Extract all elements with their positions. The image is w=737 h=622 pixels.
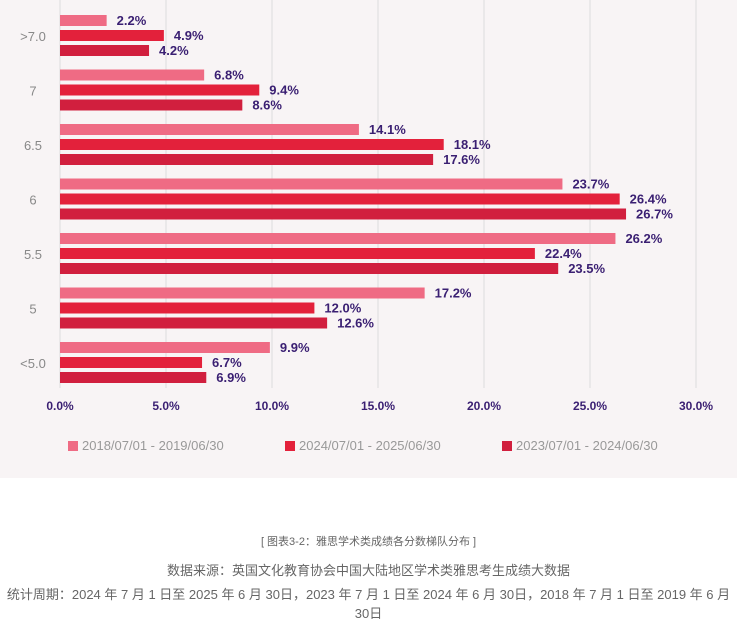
legend-swatch (68, 440, 78, 451)
bar-data-label: 26.2% (625, 231, 662, 246)
y-category-label: <5.0 (20, 356, 46, 371)
bar-data-label: 23.5% (568, 261, 605, 276)
bar-data-label: 6.7% (212, 355, 242, 370)
bar (60, 139, 444, 150)
bar-data-label: 12.0% (324, 301, 361, 316)
bar-data-label: 23.7% (572, 177, 609, 192)
legend-item: 2023/07/01 - 2024/06/30 (502, 438, 658, 453)
bar (60, 302, 315, 314)
bar-data-label: 8.6% (252, 98, 282, 113)
bar-data-label: 17.2% (435, 286, 472, 301)
legend-swatch (502, 440, 512, 451)
bar-data-label: 26.4% (630, 192, 667, 207)
y-category-label: 6.5 (24, 138, 42, 153)
bar (60, 154, 434, 165)
bar (60, 342, 270, 353)
bar (60, 372, 207, 383)
bar (60, 99, 243, 111)
chart-caption: [ 图表3-2：雅思学术类成绩各分数梯队分布 ] (260, 536, 477, 548)
bar (60, 263, 559, 274)
x-tick-label: 15.0% (361, 399, 395, 413)
bar (60, 357, 203, 368)
bar-data-label: 17.6% (443, 152, 480, 167)
bar (60, 69, 205, 81)
bar (60, 233, 616, 244)
bar (60, 15, 107, 26)
y-category-label: 5.5 (24, 247, 42, 262)
bar-data-label: 4.9% (174, 28, 204, 43)
bar (60, 287, 425, 299)
data-source: 数据来源：英国文化教育协会中国大陆地区学术类雅思考生成绩大数据 (166, 563, 570, 578)
bar-data-label: 14.1% (369, 122, 406, 137)
bar (60, 178, 563, 190)
x-tick-label: 0.0% (46, 399, 74, 413)
bar-data-label: 26.7% (636, 207, 673, 222)
x-tick-label: 30.0% (679, 399, 713, 413)
x-tick-label: 10.0% (255, 399, 289, 413)
bar-data-label: 12.6% (337, 316, 374, 331)
bar (60, 208, 627, 220)
bar-data-label: 2.2% (117, 13, 147, 28)
legend-item: 2024/07/01 - 2025/06/30 (285, 438, 441, 453)
bar (60, 124, 359, 135)
legend-item: 2018/07/01 - 2019/06/30 (68, 438, 224, 453)
legend-swatch (285, 440, 295, 451)
bar-data-label: 6.8% (214, 68, 244, 83)
bar-chart: 0.0% 5.0% 10.0% 15.0% 20.0% 25.0% 30.0% >7.0 2.2… (20, 0, 713, 413)
y-category-label: 7 (29, 84, 36, 99)
bar-data-label: 18.1% (454, 137, 491, 152)
legend-label: 2024/07/01 - 2025/06/30 (299, 438, 441, 453)
legend-label: 2023/07/01 - 2024/06/30 (516, 438, 658, 453)
bar-data-label: 9.9% (280, 340, 310, 355)
bar (60, 30, 164, 41)
bar (60, 193, 620, 205)
bar (60, 84, 260, 96)
x-tick-label: 5.0% (152, 399, 180, 413)
x-tick-label: 20.0% (467, 399, 501, 413)
bar (60, 317, 328, 329)
bar-data-label: 9.4% (269, 83, 299, 98)
bar (60, 45, 150, 56)
x-tick-label: 25.0% (573, 399, 607, 413)
legend-label: 2018/07/01 - 2019/06/30 (82, 438, 224, 453)
bar-data-label: 6.9% (216, 370, 246, 385)
y-category-label: >7.0 (20, 29, 46, 44)
bar (60, 248, 535, 259)
bar-data-label: 22.4% (545, 246, 582, 261)
bar-data-label: 4.2% (159, 43, 189, 58)
y-category-label: 5 (29, 302, 36, 317)
y-category-label: 6 (29, 193, 36, 208)
statistics-period: 统计周期：2024 年 7 月 1 日至 2025 年 6 月 30日，2023… (6, 587, 731, 621)
